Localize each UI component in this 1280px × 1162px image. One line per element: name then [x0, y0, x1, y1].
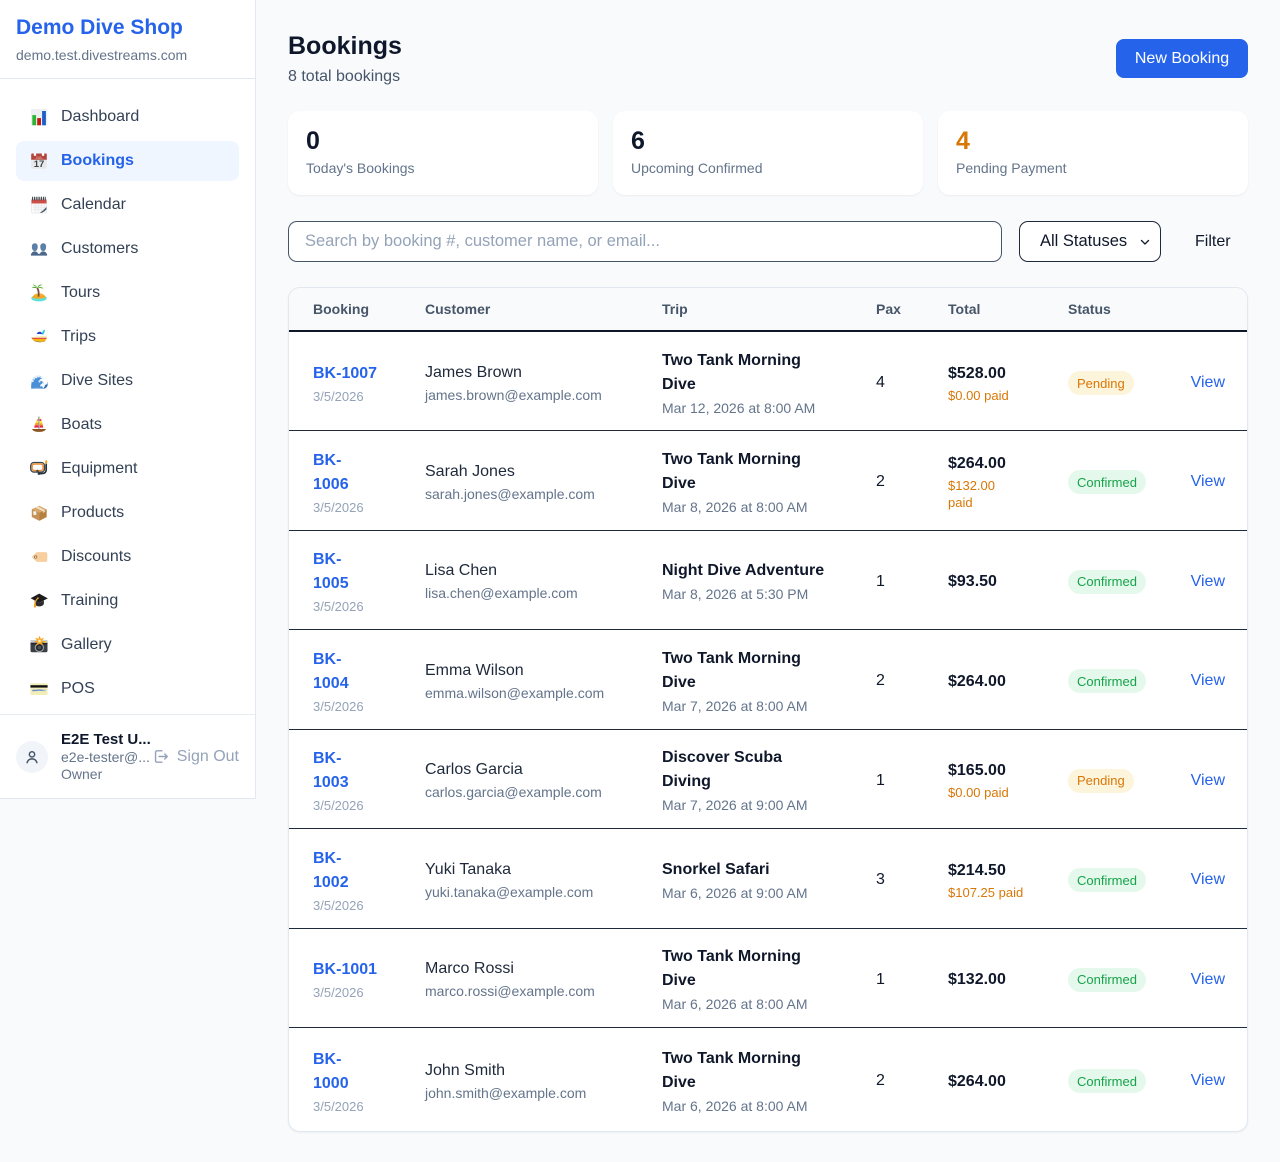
svg-text:JUL: JUL — [36, 156, 44, 160]
svg-text:17: 17 — [34, 159, 45, 170]
